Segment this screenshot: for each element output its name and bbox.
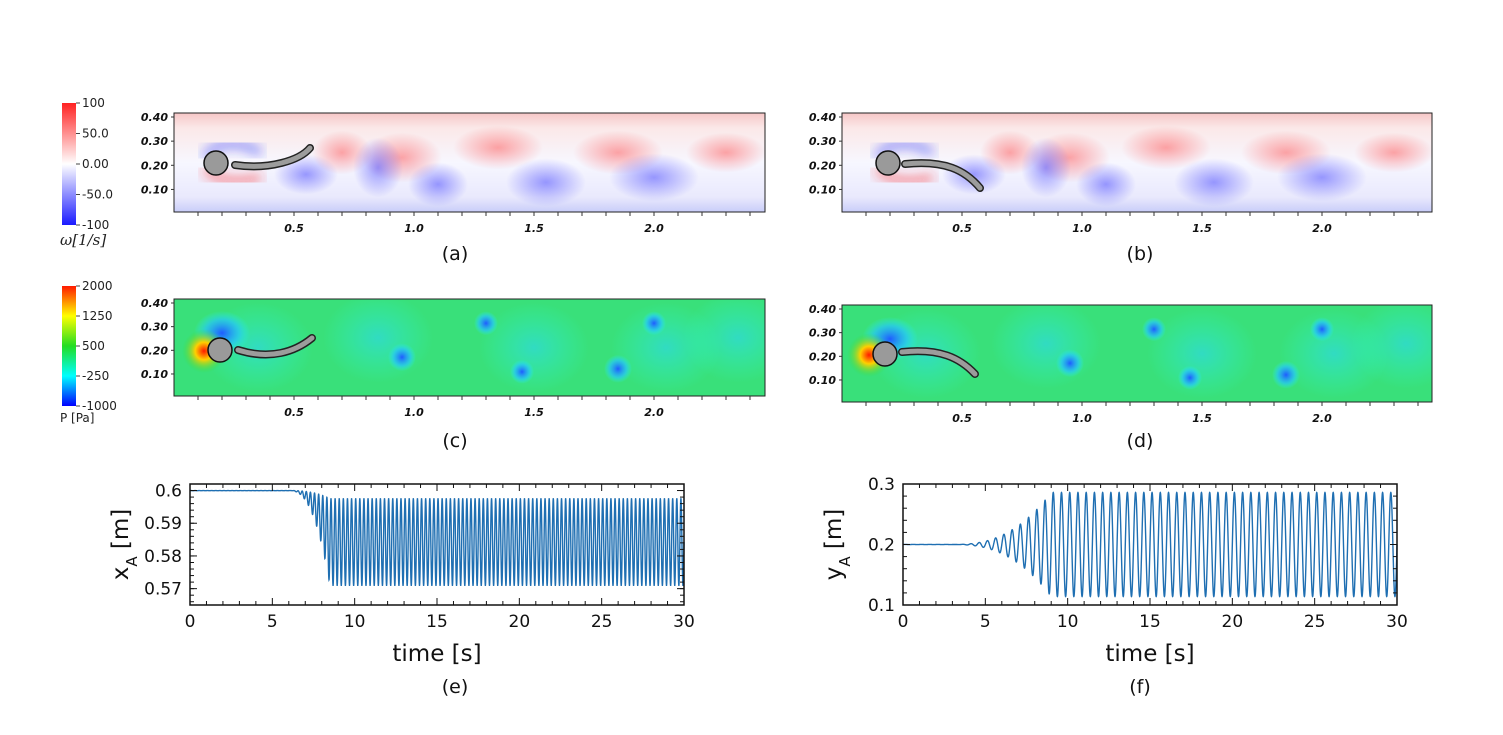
x-tick-label: 20 [509, 612, 531, 632]
x-tick-label: 2.0 [644, 222, 664, 235]
y-tick-label: 0.10 [141, 368, 168, 381]
y-tick-label: 0.40 [141, 297, 168, 310]
x-tick-label: 2.0 [1312, 222, 1332, 235]
x-tick-label: 0.5 [284, 222, 304, 235]
x-tick-label: 5 [980, 612, 991, 632]
field-b [842, 113, 1432, 212]
flag [232, 145, 313, 169]
cylinder [207, 337, 233, 363]
x-tick-label: 25 [1304, 612, 1326, 632]
y-tick-label: 0.10 [141, 183, 168, 196]
x-tick-label: 10 [1057, 612, 1079, 632]
y-tick-label: 0.20 [141, 159, 168, 172]
colorbar-tick: -100 [82, 218, 109, 232]
colorbar-tick: 2000 [82, 279, 113, 293]
x-tick-label: 1.5 [524, 406, 544, 419]
x-tick-label: 10 [344, 612, 366, 632]
y-axis-label: xA [m] [108, 509, 141, 581]
caption-a: (a) [442, 243, 468, 265]
flag [235, 335, 315, 357]
x-tick-label: 25 [591, 612, 613, 632]
y-tick-label: 0.30 [141, 321, 168, 334]
chart-f: 0 5 10 15 20 25 30 0.1 0.2 0.3 time [s] yA [m] (f) [821, 475, 1408, 698]
y-tick-label: 0.2 [868, 536, 895, 556]
x-tick-label: 2.0 [644, 406, 664, 419]
y-tick-label: 0.20 [141, 344, 168, 357]
x-tick-label: 1.5 [1192, 222, 1212, 235]
cylinder [875, 150, 901, 176]
y-tick-label: 0.1 [868, 596, 895, 616]
x-tick-label: 0 [898, 612, 909, 632]
y-tick-label: 0.40 [809, 303, 836, 316]
y-tick-label: 0.3 [868, 475, 895, 495]
cylinder [872, 341, 898, 367]
x-axis-label: time [s] [392, 641, 481, 667]
colorbar-tick: 1250 [82, 309, 113, 323]
flag [902, 160, 983, 191]
caption-b: (b) [1127, 243, 1154, 265]
series-line [189, 489, 685, 586]
chart-e: 0 5 10 15 20 25 30 0.57 0.58 0.59 0.6 time [s] xA [m… [108, 482, 695, 698]
x-tick-label: 1.0 [404, 222, 424, 235]
y-tick-label: 0.30 [809, 135, 836, 148]
y-tick-label: 0.30 [141, 135, 168, 148]
x-tick-label: 15 [1139, 612, 1161, 632]
caption-e: (e) [442, 676, 469, 698]
colorbar-label: ω[1/s] [60, 231, 106, 249]
panel-c: 0.5 1.0 1.5 2.0 0.40 0.30 0.20 0.10 (c) 2000 1250 5… [60, 279, 766, 452]
y-tick-label: 0.40 [141, 111, 168, 124]
y-tick-label: 0.10 [809, 374, 836, 387]
y-axis-label: yA [m] [821, 509, 854, 581]
colorbar-tick: 50.0 [82, 127, 109, 141]
field-a [174, 113, 765, 212]
panel-b: 0.5 1.0 1.5 2.0 0.40 0.30 0.20 0.10 (b) [809, 111, 1433, 265]
colorbar-tick: -50.0 [82, 188, 113, 202]
x-tick-label: 0 [185, 612, 196, 632]
colorbar-tick: -250 [82, 369, 109, 383]
x-tick-label: 20 [1222, 612, 1244, 632]
series-line [902, 491, 1398, 598]
y-tick-label: 0.30 [809, 327, 836, 340]
colorbar-label: P [Pa] [60, 411, 94, 425]
x-axis-label: time [s] [1105, 641, 1194, 667]
x-tick-label: 1.5 [1192, 412, 1212, 425]
panel-a: 0.5 1.0 1.5 2.0 0.40 0.30 0.20 0.10 (a) 100 50.0 0.… [60, 96, 766, 265]
x-tick-label: 15 [426, 612, 448, 632]
colorbar-tick: 0.00 [82, 157, 109, 171]
x-tick-label: 1.0 [1072, 412, 1092, 425]
colorbar-tick: 100 [82, 96, 105, 110]
colorbar-tick: 500 [82, 339, 105, 353]
colorbar-tick: -1000 [82, 399, 117, 413]
x-tick-label: 1.5 [524, 222, 544, 235]
y-tick-label: 0.59 [144, 514, 182, 534]
caption-c: (c) [442, 430, 467, 452]
x-tick-label: 2.0 [1312, 412, 1332, 425]
x-tick-label: 5 [267, 612, 278, 632]
x-tick-label: 0.5 [952, 222, 972, 235]
x-tick-label: 30 [1386, 612, 1408, 632]
flag [899, 348, 978, 377]
x-tick-label: 30 [673, 612, 695, 632]
y-tick-label: 0.20 [809, 159, 836, 172]
caption-d: (d) [1127, 430, 1154, 452]
x-tick-label: 1.0 [1072, 222, 1092, 235]
y-tick-label: 0.40 [809, 111, 836, 124]
x-tick-label: 0.5 [284, 406, 304, 419]
y-tick-label: 0.20 [809, 350, 836, 363]
y-tick-label: 0.58 [144, 547, 182, 567]
field-c [174, 299, 765, 396]
panel-d: 0.5 1.0 1.5 2.0 0.40 0.30 0.20 0.10 (d) [809, 303, 1433, 452]
y-tick-label: 0.57 [144, 580, 182, 600]
y-tick-label: 0.10 [809, 183, 836, 196]
x-tick-label: 0.5 [952, 412, 972, 425]
cylinder [203, 150, 229, 176]
y-tick-label: 0.6 [155, 482, 182, 502]
x-tick-label: 1.0 [404, 406, 424, 419]
caption-f: (f) [1129, 676, 1151, 698]
